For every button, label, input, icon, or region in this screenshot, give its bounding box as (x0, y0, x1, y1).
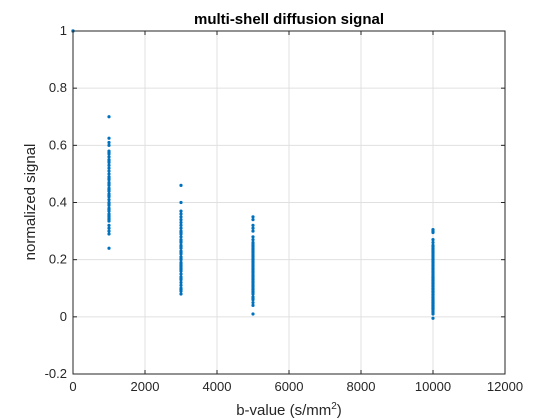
data-point (107, 136, 111, 140)
chart-title: multi-shell diffusion signal (194, 11, 384, 28)
x-tick-label: 10000 (415, 379, 451, 394)
data-point (179, 212, 183, 216)
data-point (179, 215, 183, 219)
data-point (179, 200, 183, 205)
data-point (107, 219, 111, 223)
data-point (431, 240, 435, 245)
data-point (251, 223, 255, 227)
x-tick-label: 4000 (203, 379, 232, 394)
y-tick-label: 0.8 (49, 80, 67, 95)
data-point (251, 238, 255, 242)
data-point (107, 152, 111, 156)
data-point (107, 166, 111, 170)
data-point (179, 292, 183, 296)
x-axis-title-suffix: ) (337, 402, 342, 419)
data-point (179, 232, 183, 236)
y-tick-labels: -0.2 0 0.2 0.4 0.6 0.8 1 (45, 23, 67, 381)
data-point (179, 183, 183, 187)
data-point (179, 209, 183, 213)
data-point (179, 223, 183, 227)
x-tick-label: 12000 (487, 379, 523, 394)
data-point (107, 198, 111, 202)
data-point (179, 280, 183, 285)
data-point (107, 160, 111, 165)
x-tick-label: 8000 (347, 379, 376, 394)
data-point (179, 272, 183, 276)
data-point (179, 258, 183, 262)
data-point (179, 269, 183, 273)
data-point (179, 289, 183, 293)
data-point (431, 316, 435, 320)
data-point (107, 169, 111, 173)
data-points (71, 29, 435, 320)
y-tick-label: -0.2 (45, 366, 67, 381)
x-tick-label: 0 (69, 379, 76, 394)
data-point (107, 229, 111, 233)
data-point (251, 229, 255, 233)
data-point (107, 115, 111, 119)
data-point (107, 163, 111, 167)
data-point (107, 195, 111, 199)
data-point (251, 235, 255, 239)
data-point (179, 278, 183, 282)
data-point (107, 140, 111, 145)
data-point (179, 235, 183, 239)
x-axis-title: b-value (s/mm2) (236, 401, 342, 419)
tick-marks (72, 30, 506, 375)
y-tick-label: 1 (60, 23, 67, 38)
y-tick-label: 0.4 (49, 195, 67, 210)
data-point (107, 232, 111, 236)
x-tick-label: 6000 (275, 379, 304, 394)
data-point (251, 215, 255, 219)
y-tick-label: 0.6 (49, 137, 67, 152)
data-point (107, 178, 111, 182)
x-tick-labels: 0 2000 4000 6000 8000 10000 12000 (69, 379, 523, 394)
data-point (251, 303, 255, 307)
data-point (107, 155, 111, 159)
data-point (107, 226, 111, 230)
data-point (251, 292, 255, 296)
data-point (107, 189, 111, 193)
data-point (107, 172, 111, 176)
data-point (107, 203, 111, 207)
data-point (179, 240, 183, 245)
data-point (179, 226, 183, 230)
data-point (251, 218, 255, 222)
data-point (179, 220, 183, 225)
data-point (107, 223, 111, 227)
data-point (107, 246, 111, 250)
x-axis-title-superscript: 2 (331, 401, 337, 412)
y-axis-title: normalized signal (22, 144, 39, 261)
y-tick-label: 0.2 (49, 252, 67, 267)
x-axis-title-main: b-value (s/mm (236, 402, 331, 419)
data-point (107, 183, 111, 187)
data-point (251, 312, 255, 316)
data-point (431, 230, 435, 235)
data-point (179, 252, 183, 256)
data-point (431, 238, 435, 242)
data-point (251, 298, 255, 302)
x-tick-label: 2000 (131, 379, 160, 394)
data-point (179, 246, 183, 250)
data-point (107, 143, 111, 147)
y-tick-label: 0 (60, 309, 67, 324)
data-point (107, 209, 111, 213)
data-point (251, 226, 255, 230)
data-point (179, 218, 183, 222)
data-point (251, 300, 255, 305)
data-point (431, 312, 435, 316)
data-point (179, 283, 183, 287)
